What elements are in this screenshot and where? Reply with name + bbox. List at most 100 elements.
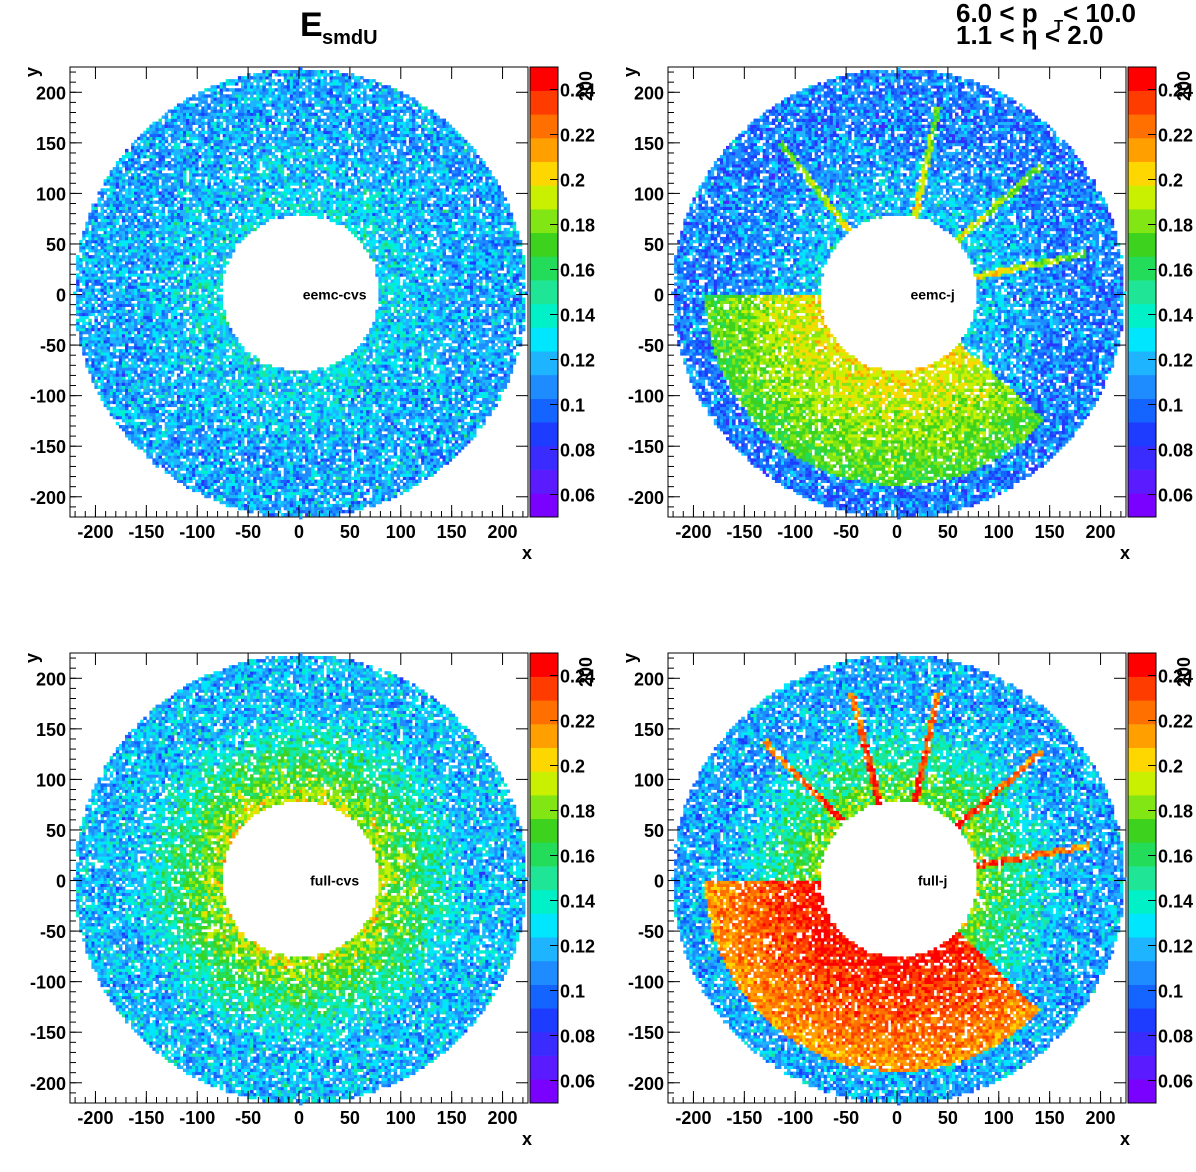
heatmap-cell [137, 143, 141, 146]
heatmap-cell [134, 270, 138, 273]
heatmap-cell [159, 228, 163, 231]
heatmap-cell [113, 322, 117, 325]
heatmap-cell [140, 182, 144, 185]
heatmap-cell [152, 401, 156, 404]
heatmap-cell [143, 210, 147, 213]
heatmap-cell [125, 170, 129, 173]
heatmap-cell [116, 334, 120, 337]
heatmap-cell [131, 285, 135, 288]
heatmap-cell [134, 413, 138, 416]
heatmap-cell [101, 270, 105, 273]
heatmap-cell [131, 428, 135, 431]
heatmap-cell [131, 358, 135, 361]
heatmap-cell [146, 446, 150, 449]
heatmap-cell [128, 185, 132, 188]
heatmap-cell [152, 298, 156, 301]
heatmap-cell [134, 407, 138, 410]
heatmap-cell [113, 176, 117, 179]
heatmap-cell [88, 276, 92, 279]
heatmap-cell [113, 380, 117, 383]
heatmap-cell [137, 358, 141, 361]
heatmap-cell [101, 383, 105, 386]
heatmap-cell [113, 225, 117, 228]
heatmap-cell [113, 246, 117, 249]
heatmap-cell [119, 364, 123, 367]
heatmap-cell [98, 276, 102, 279]
heatmap-cell [143, 188, 147, 191]
heatmap-cell [134, 252, 138, 255]
heatmap-cell [134, 383, 138, 386]
heatmap-cell [98, 313, 102, 316]
heatmap-cell [131, 173, 135, 176]
heatmap-cell [162, 295, 166, 298]
heatmap-cell [152, 422, 156, 425]
heatmap-cell [140, 137, 144, 140]
heatmap-cell [162, 431, 166, 434]
heatmap-cell [137, 164, 141, 167]
heatmap-cell [156, 395, 160, 398]
heatmap-cell [143, 437, 147, 440]
heatmap-cell [149, 213, 153, 216]
heatmap-cell [88, 219, 92, 222]
heatmap-cell [116, 298, 120, 301]
heatmap-cell [131, 386, 135, 389]
heatmap-cell [98, 204, 102, 207]
heatmap-cell [104, 225, 108, 228]
heatmap-cell [137, 428, 141, 431]
heatmap-cell [116, 389, 120, 392]
heatmap-cell [140, 383, 144, 386]
heatmap-cell [149, 358, 153, 361]
heatmap-cell [134, 264, 138, 267]
heatmap-cell [156, 146, 160, 149]
heatmap-cell [152, 170, 156, 173]
heatmap-cell [110, 258, 114, 261]
heatmap-cell [122, 355, 126, 358]
heatmap-cell [113, 376, 117, 379]
heatmap-cell [119, 185, 123, 188]
heatmap-cell [140, 446, 144, 449]
heatmap-cell [146, 240, 150, 243]
heatmap-cell [107, 301, 111, 304]
heatmap-cell [149, 376, 153, 379]
heatmap-cell [152, 307, 156, 310]
heatmap-cell [125, 346, 129, 349]
heatmap-cell [104, 201, 108, 204]
heatmap-cell [159, 246, 163, 249]
heatmap-cell [149, 355, 153, 358]
heatmap-cell [137, 380, 141, 383]
heatmap-cell [98, 370, 102, 373]
heatmap-cell [110, 358, 114, 361]
heatmap-cell [113, 301, 117, 304]
heatmap-cell [140, 197, 144, 200]
heatmap-cell [110, 276, 114, 279]
heatmap-cell [152, 252, 156, 255]
heatmap-cell [104, 322, 108, 325]
heatmap-cell [104, 279, 108, 282]
heatmap-cell [162, 261, 166, 264]
heatmap-cell [113, 292, 117, 295]
heatmap-cell [128, 267, 132, 270]
heatmap-cell [128, 352, 132, 355]
heatmap-cell [116, 249, 120, 252]
heatmap-cell [88, 258, 92, 261]
heatmap-cell [149, 267, 153, 270]
heatmap-cell [146, 234, 150, 237]
heatmap-cell [122, 361, 126, 364]
heatmap-cell [119, 167, 123, 170]
heatmap-cell [159, 313, 163, 316]
heatmap-cell [137, 437, 141, 440]
heatmap-cell [119, 225, 123, 228]
heatmap-cell [107, 188, 111, 191]
heatmap-cell [152, 164, 156, 167]
heatmap-cell [122, 367, 126, 370]
heatmap-cell [131, 340, 135, 343]
heatmap-cell [125, 258, 129, 261]
heatmap-cell [143, 322, 147, 325]
heatmap-cell [116, 252, 120, 255]
heatmap-cell [156, 428, 160, 431]
heatmap-cell [79, 310, 83, 313]
heatmap-cell [146, 188, 150, 191]
heatmap-cell [104, 188, 108, 191]
heatmap-cell [149, 234, 153, 237]
heatmap-cell [143, 367, 147, 370]
